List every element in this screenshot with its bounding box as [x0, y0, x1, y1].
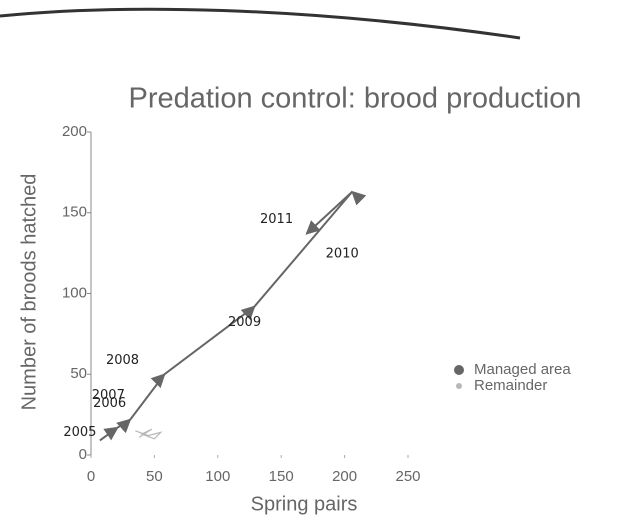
x-tick-label: 100 — [205, 468, 230, 485]
point-label: 2009 — [228, 315, 261, 330]
legend-marker — [454, 365, 464, 375]
x-tick-label: 250 — [395, 468, 420, 485]
point-label: 2010 — [326, 246, 359, 261]
y-tick-label: 200 — [62, 123, 87, 140]
line — [135, 428, 163, 440]
x-tick-label: 50 — [146, 468, 163, 485]
legend-marker — [456, 383, 462, 389]
x-tick-label: 200 — [332, 468, 357, 485]
y-tick-label: 50 — [70, 365, 87, 382]
legend-label: Managed area — [474, 361, 571, 378]
point-label: 2011 — [260, 212, 293, 227]
chart-title: Predation control: brood production — [128, 83, 581, 115]
decoration — [0, 7, 521, 40]
point-label: 2008 — [106, 353, 139, 368]
point-label: 2006 — [93, 396, 126, 411]
line — [99, 190, 367, 442]
y-axis-label: Number of broods hatched — [18, 174, 40, 411]
point-label: 2007 — [92, 388, 125, 403]
legend-label: Remainder — [474, 377, 547, 394]
y-tick-label: 150 — [62, 204, 87, 221]
point-label: 2005 — [63, 425, 96, 440]
x-tick-label: 0 — [87, 468, 95, 485]
y-tick-label: 0 — [79, 446, 87, 463]
y-tick-label: 100 — [62, 284, 87, 301]
x-axis-label: Spring pairs — [251, 493, 358, 515]
x-tick-label: 150 — [269, 468, 294, 485]
